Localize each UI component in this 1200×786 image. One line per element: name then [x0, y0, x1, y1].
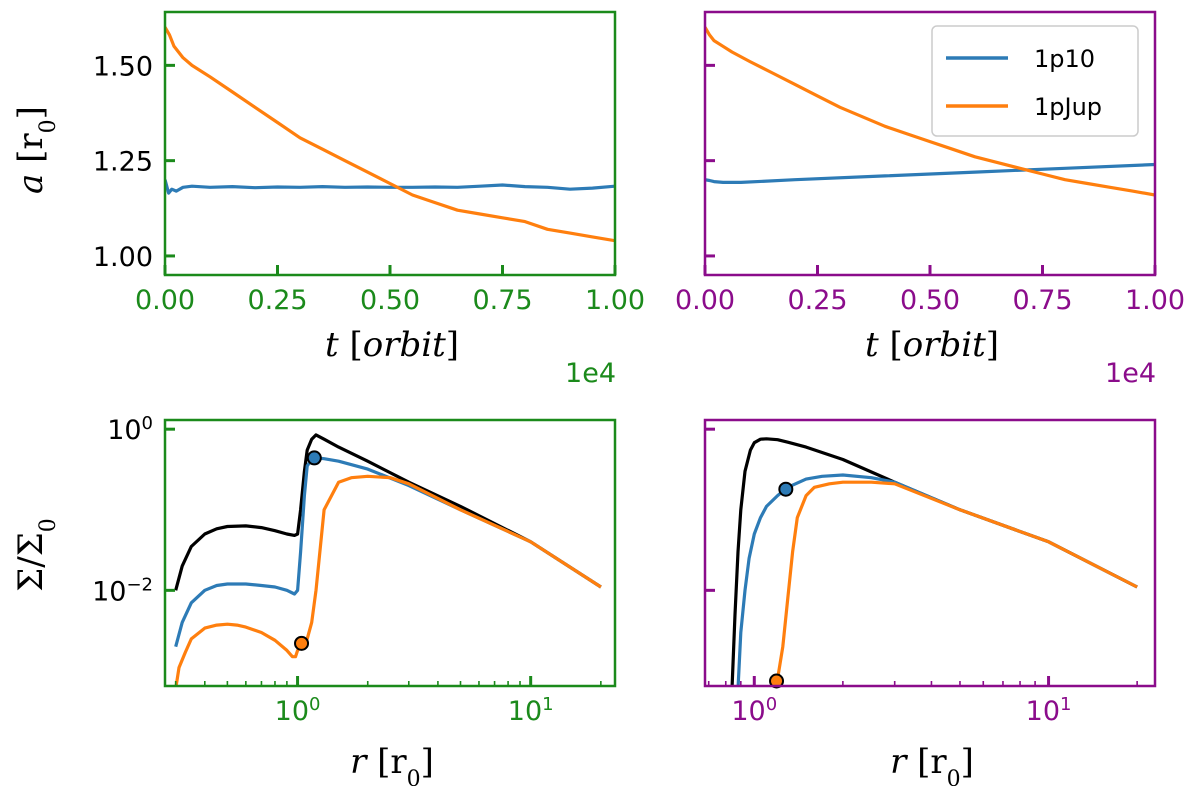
marker-1pJup [294, 635, 310, 651]
axes-frame [163, 10, 617, 277]
axes-frame [163, 418, 617, 688]
y-tick-label: 10−2 [92, 574, 153, 608]
x-tick-label: 0.75 [1012, 285, 1072, 316]
x-tick-label: 100 [275, 694, 321, 728]
x-tick-label: 0.25 [247, 285, 307, 316]
bottom-right-xlabel: r [r0] [890, 742, 974, 786]
panel-bottom-left: 100 101 100 10−2 [92, 413, 617, 728]
x-tick-label: 101 [1026, 694, 1072, 728]
x-tick-label: 0.75 [472, 285, 532, 316]
top-left-xlabel: t [orbit] [325, 325, 459, 365]
x-tick-label: 0.25 [787, 285, 847, 316]
top-right-xlabel: t [orbit] [865, 325, 999, 365]
panel-bottom-right: 100 101 [703, 418, 1157, 728]
legend: 1p10 1pJup [931, 25, 1139, 137]
x-tick-label: 101 [508, 694, 554, 728]
top-right-offset-text: 1e4 [1105, 358, 1156, 389]
series-line-1p10 [174, 456, 602, 648]
x-tick-label: 1.00 [585, 285, 645, 316]
series-line-1p10 [165, 179, 615, 195]
y-tick-label: 100 [107, 413, 153, 447]
series-line-1p10 [705, 162, 1155, 184]
series-line-1p10 [736, 473, 1138, 686]
legend-frame [931, 25, 1139, 137]
x-tick-label: 1.00 [1125, 285, 1185, 316]
marker-1p10 [306, 450, 322, 466]
y-tick-label: 1.00 [93, 242, 153, 273]
y-tick-label: 1.25 [93, 147, 153, 178]
legend-label-1p10: 1p10 [1034, 45, 1095, 73]
bottom-left-xlabel: r [r0] [350, 742, 434, 786]
series-line-initial [174, 433, 602, 591]
panel-top-right: 0.00 0.25 0.50 0.75 1.00 [675, 10, 1185, 316]
top-left-offset-text: 1e4 [565, 358, 616, 389]
x-tick-label: 0.50 [900, 285, 960, 316]
x-tick-label: 0.00 [675, 285, 735, 316]
x-tick-label: 0.00 [135, 285, 195, 316]
axes-frame [703, 418, 1157, 688]
y-tick-label: 1.50 [93, 51, 153, 82]
x-tick-label: 100 [731, 694, 777, 728]
series-line-1pJup [771, 480, 1138, 686]
marker-1pJup [769, 673, 785, 689]
bottom-left-ylabel: Σ/Σ0 [11, 518, 61, 592]
series-line-1pJup [165, 26, 615, 243]
panel-top-left: 0.00 0.25 0.50 0.75 1.00 1.00 1.25 1.50 [93, 10, 645, 316]
legend-label-1pJup: 1pJup [1034, 93, 1102, 121]
series-line-1pJup [174, 474, 602, 686]
series-line-1pJup [705, 26, 1155, 197]
x-tick-label: 0.50 [360, 285, 420, 316]
marker-1p10 [778, 481, 794, 497]
top-left-ylabel: a [r0] [11, 106, 61, 194]
